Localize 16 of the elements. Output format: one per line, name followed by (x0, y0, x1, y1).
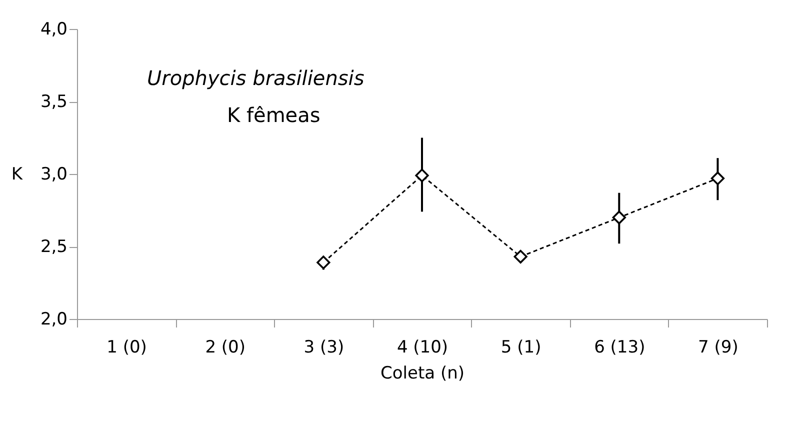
annotation: K fêmeas (227, 103, 320, 127)
y-tick-label: 4,0 (40, 20, 68, 40)
y-tick-label: 2,0 (40, 310, 68, 330)
x-tick-label: 7 (9) (698, 338, 738, 358)
x-tick-label: 6 (13) (594, 338, 646, 358)
x-axis-title: Coleta (n) (380, 364, 464, 384)
x-tick-label: 5 (1) (500, 338, 542, 358)
x-tick-label: 2 (0) (205, 338, 246, 358)
annotation: Urophycis brasiliensis (147, 66, 364, 90)
y-tick-label: 3,5 (40, 92, 68, 112)
x-tick-label: 1 (0) (106, 338, 147, 358)
y-tick-label: 2,5 (40, 237, 68, 257)
x-tick-label: 4 (10) (396, 338, 448, 358)
y-tick-label: 3,0 (40, 164, 68, 184)
y-axis-title: K (11, 164, 24, 184)
x-tick-label: 3 (3) (304, 338, 344, 358)
